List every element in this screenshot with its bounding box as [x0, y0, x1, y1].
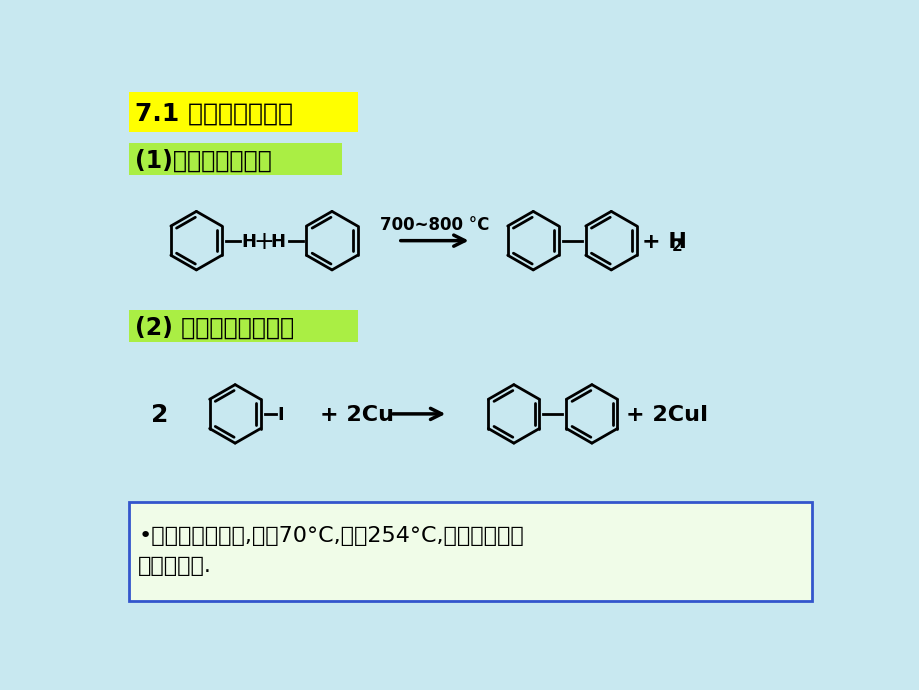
FancyBboxPatch shape	[129, 92, 357, 132]
Text: 7.1 联苯及其衍生物: 7.1 联苯及其衍生物	[135, 101, 293, 126]
Text: H: H	[241, 233, 256, 251]
Text: •联苯为无色晶体,熔点70°C,沸点254°C,不溶于水而溶: •联苯为无色晶体,熔点70°C,沸点254°C,不溶于水而溶	[138, 526, 524, 546]
Text: (2) 联苯的实验室制备: (2) 联苯的实验室制备	[135, 315, 294, 339]
FancyBboxPatch shape	[129, 502, 811, 601]
Text: 于有机溶剂.: 于有机溶剂.	[138, 556, 212, 576]
FancyBboxPatch shape	[129, 310, 357, 342]
Text: 2: 2	[671, 239, 682, 255]
FancyBboxPatch shape	[129, 143, 342, 175]
Text: H: H	[270, 233, 285, 251]
Text: I: I	[278, 406, 284, 424]
Text: 2: 2	[151, 404, 168, 427]
Text: (1)联苯的工业制备: (1)联苯的工业制备	[135, 148, 272, 172]
Text: +: +	[253, 230, 274, 254]
Text: 700~800 °C: 700~800 °C	[380, 216, 489, 234]
Text: + 2Cu: + 2Cu	[320, 406, 394, 426]
Text: + 2CuI: + 2CuI	[626, 406, 708, 426]
Text: + H: + H	[641, 233, 686, 252]
